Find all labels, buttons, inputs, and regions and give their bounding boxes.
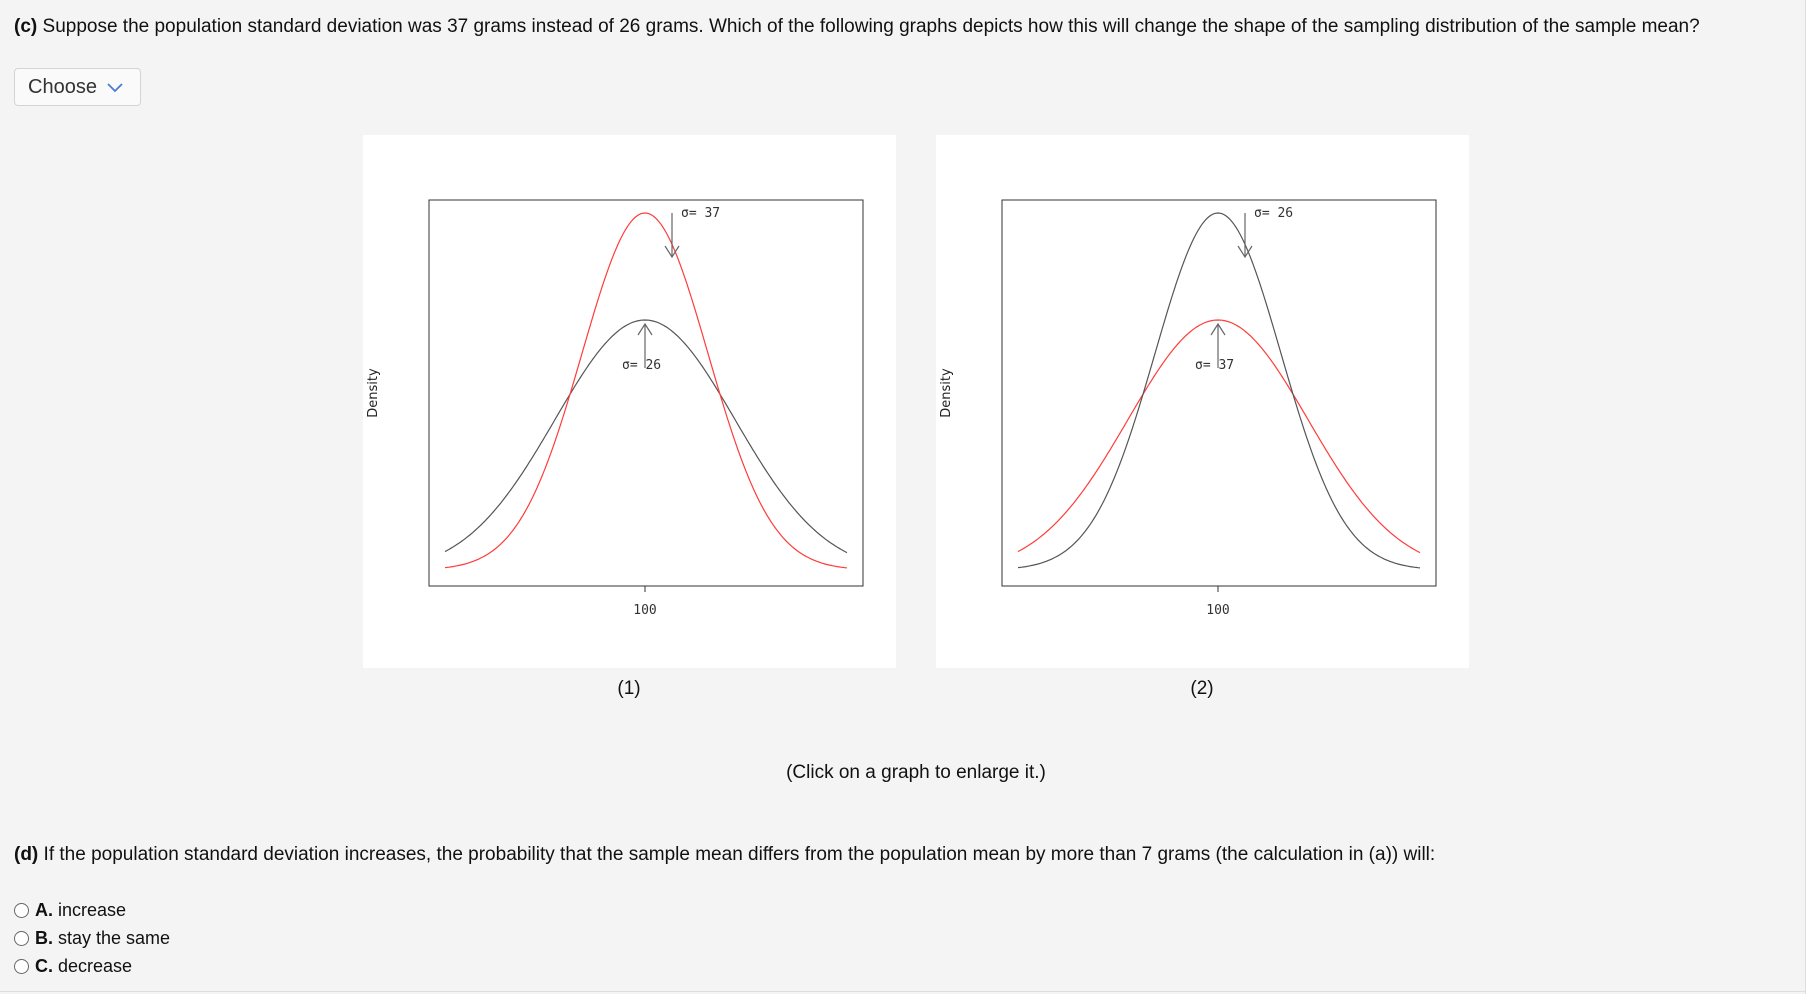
low-sigma-label: σ= 37: [1195, 358, 1234, 373]
radio-button[interactable]: [14, 958, 29, 974]
option-letter: A.: [35, 899, 53, 920]
dropdown-selected: Choose: [28, 75, 97, 98]
radio-button[interactable]: [14, 930, 29, 946]
graph-1[interactable]: σ= 37 σ= 26 100 Density: [363, 135, 896, 668]
wide-curve: [1017, 319, 1421, 554]
bottom-border: [0, 991, 1806, 992]
answer-dropdown[interactable]: Choose: [14, 68, 141, 106]
option-letter: C.: [35, 955, 53, 976]
question-d-part: (d): [14, 844, 39, 865]
y-axis-label: Density: [366, 368, 381, 418]
narrow-curve: [444, 212, 848, 569]
chevron-down-icon: [106, 81, 124, 93]
top-sigma-label: σ= 26: [1254, 206, 1293, 221]
plot-frame: [428, 199, 864, 587]
top-arrow: [1237, 213, 1253, 259]
question-d: (d) If the population standard deviation…: [14, 843, 1435, 867]
option-b[interactable]: B. stay the same: [14, 924, 170, 952]
low-arrow: [637, 322, 653, 368]
answer-options: A. increase B. stay the same C. decrease: [14, 896, 170, 980]
option-text: increase: [58, 899, 127, 920]
low-arrow: [1210, 322, 1226, 368]
radio-button[interactable]: [14, 902, 29, 918]
low-sigma-label: σ= 26: [622, 358, 661, 373]
question-c: (c) Suppose the population standard devi…: [14, 15, 1700, 39]
option-text: decrease: [58, 955, 133, 976]
question-c-part: (c): [14, 16, 38, 37]
graph-2[interactable]: σ= 26 σ= 37 100 Density: [936, 135, 1469, 668]
top-sigma-label: σ= 37: [681, 206, 720, 221]
option-letter: B.: [35, 927, 53, 948]
plot-frame: [1001, 199, 1437, 587]
enlarge-note: (Click on a graph to enlarge it.): [786, 762, 1046, 783]
option-c[interactable]: C. decrease: [14, 952, 170, 980]
x-tick-label: 100: [1206, 603, 1229, 618]
option-text: stay the same: [58, 927, 171, 948]
graph-1-caption: (1): [617, 678, 641, 699]
graph-2-caption: (2): [1190, 678, 1214, 699]
question-c-text: Suppose the population standard deviatio…: [42, 16, 1700, 37]
y-axis-label: Density: [939, 368, 954, 418]
top-arrow: [664, 213, 680, 259]
option-a[interactable]: A. increase: [14, 896, 170, 924]
x-tick-label: 100: [633, 603, 656, 618]
wide-curve: [444, 319, 848, 554]
question-d-text: If the population standard deviation inc…: [43, 844, 1436, 865]
narrow-curve: [1017, 212, 1421, 569]
